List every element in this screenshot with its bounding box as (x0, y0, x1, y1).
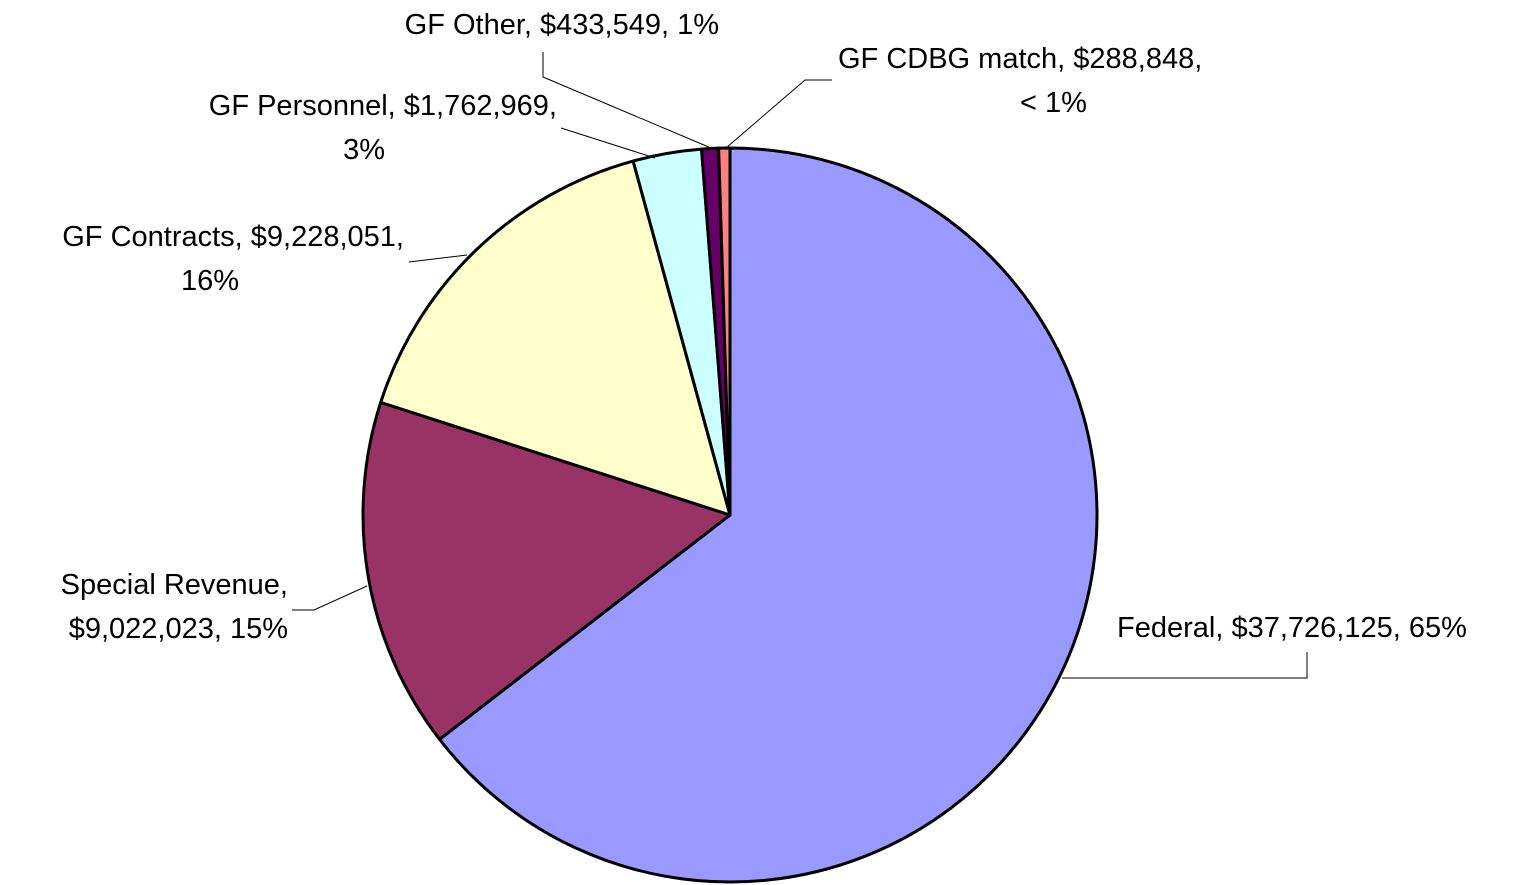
data-label-line: GF Contracts, $9,228,051, (62, 221, 404, 253)
leader-line-gf-contracts (408, 254, 468, 263)
data-label-line: 3% (343, 134, 385, 166)
leader-line-federal (1062, 652, 1308, 679)
data-label-line: $9,022,023, 15% (69, 613, 288, 645)
data-label-line: Federal, $37,726,125, 65% (1117, 612, 1467, 644)
data-label-federal: Federal, $37,726,125, 65% (1117, 612, 1467, 644)
pie-slice-gf-cdbg-match (717, 146, 732, 517)
pie-slices (361, 146, 1099, 884)
leader-line-gf-cdbg-match (725, 79, 832, 149)
data-labels: Federal, $37,726,125, 65% Special Revenue… (61, 9, 1467, 645)
leader-lines (292, 52, 1308, 679)
leader-line-gf-personnel (560, 127, 656, 159)
data-label-gf-personnel: GF Personnel, $1,762,969, 3% (209, 90, 557, 166)
data-label-gf-cdbg-match: GF CDBG match, $288,848, < 1% (838, 43, 1202, 119)
data-label-line: GF Personnel, $1,762,969, (209, 90, 557, 122)
data-label-line: 16% (181, 265, 239, 297)
data-label-line: GF Other, $433,549, 1% (405, 9, 719, 41)
data-label-line: < 1% (1020, 87, 1087, 119)
data-label-gf-contracts: GF Contracts, $9,228,051, 16% (62, 221, 404, 297)
leader-line-special-revenue (292, 585, 368, 611)
data-label-gf-other: GF Other, $433,549, 1% (405, 9, 719, 41)
data-label-line: GF CDBG match, $288,848, (838, 43, 1202, 75)
data-label-line: Special Revenue, (61, 569, 288, 601)
pie-slice-gf-contracts (379, 159, 732, 517)
data-label-special-revenue: Special Revenue, $9,022,023, 15% (61, 569, 288, 645)
leader-line-gf-other (542, 52, 712, 149)
pie-slice-federal (438, 146, 1099, 884)
